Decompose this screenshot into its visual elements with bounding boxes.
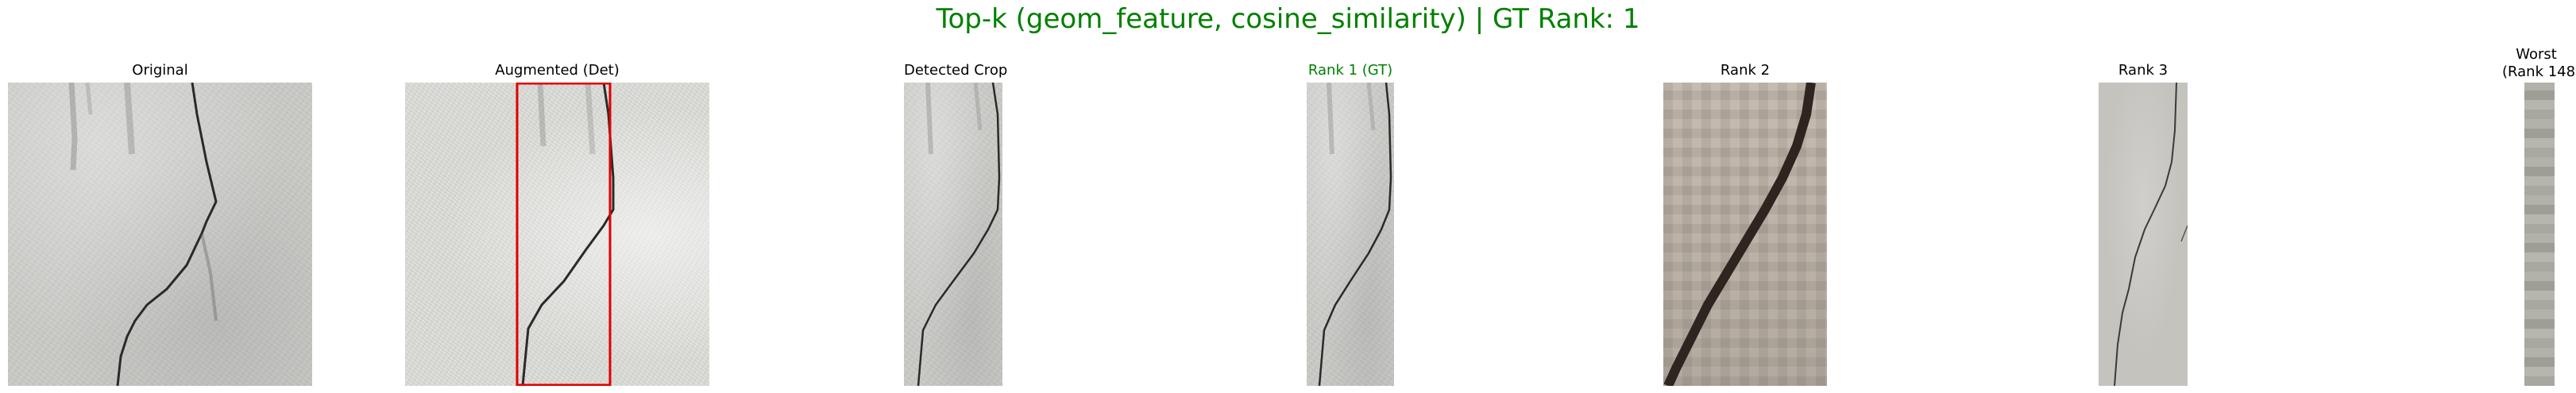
rank2-image [1663, 83, 1827, 386]
label-augmented: Augmented (Det) [495, 62, 620, 79]
detection-box [516, 83, 612, 386]
worst-image [2524, 83, 2555, 386]
detected-crop-image [904, 83, 1002, 386]
rank3-image [2099, 83, 2188, 386]
label-detected-crop: Detected Crop [904, 62, 1008, 79]
rank1-gt-image [1307, 83, 1394, 386]
label-worst: Worst [2516, 46, 2557, 63]
label-rank1-gt: Rank 1 (GT) [1307, 62, 1393, 79]
figure-title: Top-k (geom_feature, cosine_similarity) … [936, 3, 1640, 35]
label-rank3: Rank 3 [2118, 62, 2169, 79]
original-image [8, 83, 312, 386]
label-original: Original [132, 62, 188, 79]
label-rank2: Rank 2 [1720, 62, 1771, 79]
label-worst-rank: (Rank 148) [2502, 64, 2576, 80]
augmented-image [405, 83, 709, 386]
